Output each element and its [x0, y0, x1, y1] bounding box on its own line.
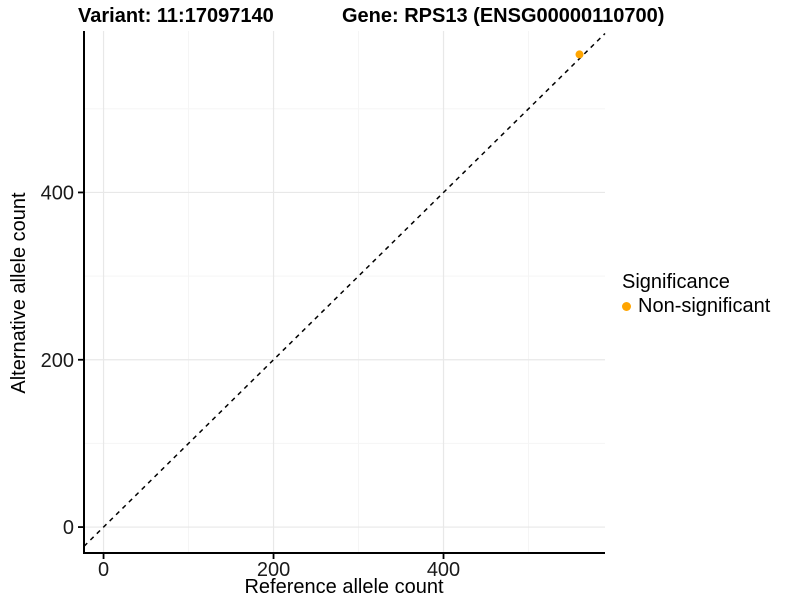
- x-tick-label: 200: [257, 559, 290, 581]
- data-point: [575, 50, 584, 59]
- y-axis-title: Alternative allele count: [8, 192, 30, 394]
- x-tick-label: 400: [427, 559, 460, 581]
- legend-item-non-significant: Non-significant: [622, 294, 770, 318]
- legend-point-icon: [622, 301, 631, 311]
- y-tick-label: 200: [41, 350, 74, 372]
- plot-title-variant: Variant: 11:17097140: [78, 5, 274, 27]
- plot-title-gene: Gene: RPS13 (ENSG00000110700): [342, 5, 665, 27]
- y-tick-label: 0: [63, 517, 74, 539]
- x-axis-title: Reference allele count: [244, 576, 444, 598]
- y-tick-label: 400: [41, 182, 74, 204]
- legend-item-label: Non-significant: [638, 294, 771, 317]
- x-tick-label: 0: [98, 559, 109, 581]
- legend: Significance Non-significant: [622, 271, 770, 318]
- legend-title: Significance: [622, 271, 730, 293]
- panel-background: [84, 31, 605, 553]
